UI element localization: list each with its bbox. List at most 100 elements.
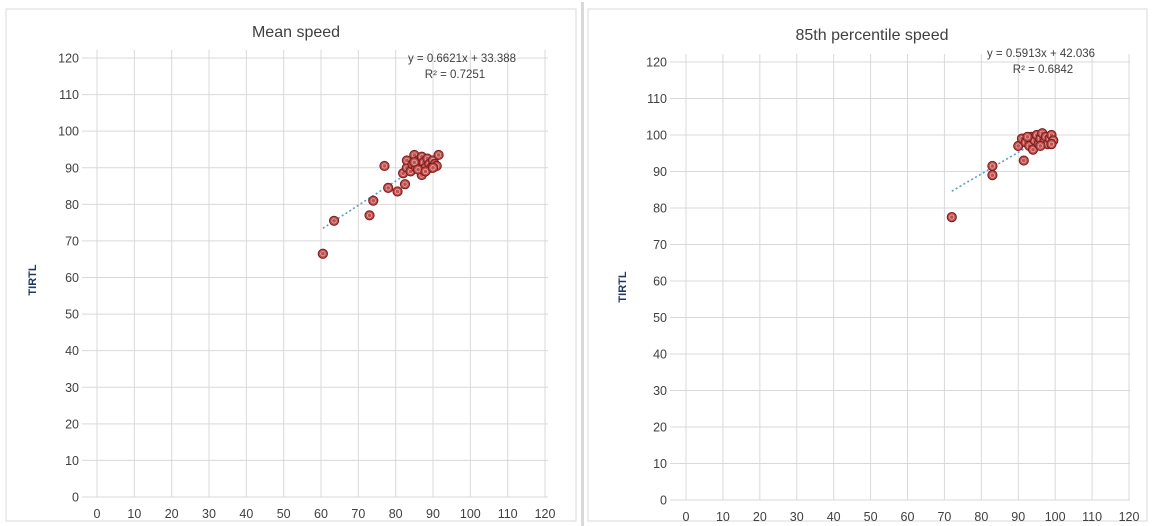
85th-percentile-x-tick-label: 80 (974, 510, 988, 524)
mean-speed-x-tick-labels: 0 10 20 30 40 50 60 70 80 90 100 110 120 (94, 507, 556, 521)
mean-speed-x-tick-label: 120 (535, 507, 556, 521)
mean-speed-x-tick-label: 40 (239, 507, 253, 521)
85th-percentile-trend-r2: R² = 0.6842 (1013, 64, 1073, 76)
85th-percentile-x-tick-label: 40 (827, 510, 841, 524)
85th-percentile-y-tick-label: 50 (653, 311, 667, 325)
85th-percentile-point-highlight (1048, 141, 1055, 147)
85th-percentile-data-point (946, 212, 957, 223)
85th-percentile-trend-equation: y = 0.5913x + 42.036 (987, 48, 1095, 60)
85th-percentile-point-highlight (1024, 134, 1031, 140)
mean-speed-y-tick-label: 20 (65, 417, 79, 431)
85th-percentile-y-tick-label: 110 (647, 92, 667, 106)
85th-percentile-x-tick-label: 60 (901, 510, 915, 524)
mean-speed-data-point (420, 166, 431, 177)
85th-percentile-y-tick-label: 90 (653, 165, 667, 179)
mean-speed-x-tick-label: 50 (277, 507, 291, 521)
mean-speed-y-tick-label: 50 (65, 308, 79, 322)
mean-speed-points (317, 149, 444, 259)
mean-speed-chart-frame (5, 8, 577, 522)
mean-speed-x-tick-label: 10 (127, 507, 141, 521)
85th-percentile-y-tick-label: 100 (646, 129, 667, 143)
mean-speed-data-point (399, 179, 411, 190)
mean-speed-x-tick-label: 80 (389, 507, 403, 521)
85th-percentile-x-tick-label: 0 (683, 510, 690, 524)
mean-speed-point-marker (392, 186, 403, 197)
85th-percentile-points (946, 128, 1059, 223)
85th-percentile-point-highlight (949, 214, 955, 220)
85th-percentile-x-tick-label: 30 (790, 510, 804, 524)
mean-speed-y-axis-title: TIRTL (27, 264, 39, 295)
85th-percentile-y-tick-label: 120 (646, 56, 667, 70)
mean-speed-x-tick-label: 20 (165, 507, 179, 521)
mean-speed-y-tick-label: 110 (59, 88, 79, 102)
mean-speed-point-marker (433, 149, 444, 161)
mean-speed-y-tick-label: 10 (65, 454, 79, 468)
mean-speed-data-point (433, 149, 444, 161)
mean-speed-gridlines (82, 50, 548, 498)
mean-speed-point-highlight (430, 165, 436, 171)
85th-percentile-point-marker (987, 170, 998, 181)
mean-speed-data-point (328, 215, 340, 226)
mean-speed-y-tick-labels: 0 10 20 30 40 50 60 70 80 90 100 110 120 (58, 52, 79, 505)
mean-speed-trendline-group (322, 152, 440, 229)
85th-percentile-point-highlight (1030, 147, 1036, 153)
mean-speed-point-marker (317, 248, 328, 259)
mean-speed-y-tick-label: 70 (65, 234, 79, 248)
mean-speed-point-highlight (402, 181, 408, 187)
mean-speed-x-tick-label: 110 (498, 507, 518, 521)
mean-speed-chart-panel: 0 10 20 30 40 50 60 70 80 90 100 110 120 0 10 20 30 40 50… (5, 8, 577, 522)
mean-speed-data-point (392, 186, 403, 197)
mean-speed-y-tick-label: 80 (65, 198, 79, 212)
85th-percentile-point-marker (1035, 140, 1046, 152)
85th-percentile-data-point (987, 160, 998, 172)
85th-percentile-data-point (1046, 139, 1057, 150)
85th-percentile-chart-panel: 0 10 20 30 40 50 60 70 80 90 100 110 120 0 10 20 30 40 50… (587, 8, 1148, 524)
mean-speed-point-highlight (415, 166, 421, 173)
panel-divider (581, 2, 584, 526)
mean-speed-data-point (317, 248, 328, 259)
85th-percentile-y-tick-label: 0 (660, 494, 667, 508)
85th-percentile-point-highlight (1015, 143, 1021, 149)
85th-percentile-data-point (1035, 140, 1046, 152)
85th-percentile-x-tick-label: 50 (864, 510, 878, 524)
85th-percentile-y-tick-labels: 0 10 20 30 40 50 60 70 80 90 100 110 120 (646, 56, 667, 508)
85th-percentile-data-point (987, 170, 998, 181)
mean-speed-point-highlight (331, 218, 337, 224)
mean-speed-point-marker (379, 160, 390, 172)
85th-percentile-y-tick-label: 80 (653, 202, 667, 216)
mean-speed-point-marker (399, 179, 411, 190)
85th-percentile-point-marker (1018, 155, 1029, 166)
mean-speed-point-highlight (411, 159, 417, 165)
85th-percentile-y-tick-label: 10 (653, 457, 667, 471)
85th-percentile-x-tick-label: 70 (937, 510, 951, 524)
mean-speed-x-tick-label: 70 (351, 507, 365, 521)
mean-speed-trend-equation: y = 0.6621x + 33.388 (408, 53, 516, 65)
85th-percentile-point-highlight (1037, 143, 1044, 149)
mean-speed-point-marker (383, 182, 394, 193)
85th-percentile-data-point (1018, 155, 1029, 166)
mean-speed-x-tick-label: 30 (202, 507, 216, 521)
mean-speed-point-highlight (422, 168, 429, 175)
mean-speed-x-tick-label: 0 (94, 507, 101, 521)
85th-percentile-point-marker (946, 212, 957, 223)
85th-percentile-x-tick-label: 90 (1011, 510, 1025, 524)
mean-speed-point-highlight (370, 198, 376, 204)
mean-speed-point-marker (427, 162, 439, 173)
mean-speed-point-highlight (320, 251, 326, 257)
85th-percentile-x-tick-label: 120 (1119, 510, 1140, 524)
85th-percentile-point-marker (1046, 139, 1057, 150)
85th-percentile-point-highlight (989, 163, 996, 169)
mean-speed-data-point (368, 195, 379, 206)
85th-percentile-y-tick-label: 20 (653, 421, 667, 435)
mean-speed-y-tick-label: 30 (65, 381, 79, 395)
mean-speed-point-highlight (381, 163, 388, 169)
mean-speed-y-tick-label: 100 (58, 125, 79, 139)
mean-speed-point-highlight (435, 152, 442, 158)
mean-speed-x-tick-label: 90 (426, 507, 440, 521)
85th-percentile-point-highlight (989, 172, 996, 178)
85th-percentile-trendline (951, 131, 1054, 192)
mean-speed-x-tick-label: 60 (314, 507, 328, 521)
85th-percentile-point-marker (987, 160, 998, 172)
85th-percentile-x-tick-label: 10 (716, 510, 730, 524)
